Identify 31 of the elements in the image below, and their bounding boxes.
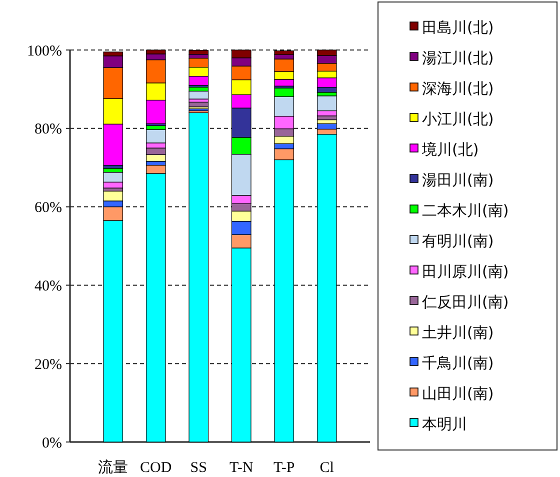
legend-label: 深海川(北) (422, 79, 494, 98)
legend-label: 境川(北) (421, 140, 479, 158)
legend-label: 山田川(南) (422, 384, 494, 402)
legend-label: 小江川(北) (422, 110, 494, 128)
legend-label: 土井川(南) (422, 323, 494, 342)
legend-label: 湯江川(北) (422, 48, 494, 67)
bar (188, 90, 209, 100)
legend-label: 湯田川(南) (422, 170, 494, 189)
x-tick-label: SS (190, 460, 207, 476)
y-tick-label: 40% (34, 278, 62, 294)
legend-label: 田川原川(南) (422, 262, 509, 280)
bar (274, 50, 294, 56)
bar (188, 50, 209, 55)
x-tick-label: COD (140, 460, 172, 476)
bar (316, 134, 337, 442)
legend-label: 本明川 (422, 414, 467, 433)
legend-label: 有明川(南) (422, 232, 494, 250)
y-tick-label: 20% (34, 356, 62, 373)
y-tick-label: 80% (34, 122, 62, 138)
legend-label: 仁反田川(南) (421, 292, 509, 311)
x-tick-label: T-N (230, 460, 254, 476)
y-tick-label: 60% (34, 200, 62, 216)
legend-label: 田島川(北) (422, 18, 494, 36)
bar (188, 112, 209, 442)
legend-label: 二本木川(南) (422, 201, 509, 220)
y-tick-label: 100% (27, 43, 62, 60)
x-tick-label: T-P (274, 460, 295, 476)
y-tick-label: 0% (42, 435, 62, 452)
legend-label: 千鳥川(南) (422, 354, 494, 372)
x-tick-label: 流量 (98, 459, 128, 476)
x-tick-label: Cl (320, 460, 334, 476)
